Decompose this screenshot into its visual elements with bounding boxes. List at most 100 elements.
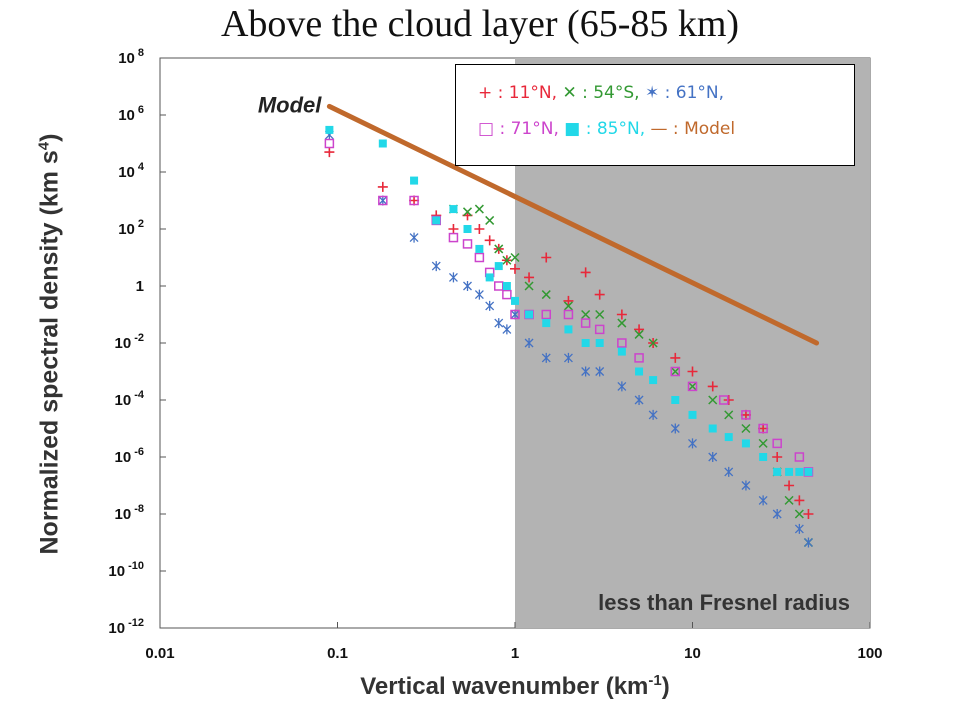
point-square-filled [688, 410, 697, 419]
legend-label-54s: : 54°S, [576, 83, 640, 103]
y-tick-label: 10 8 [118, 47, 144, 67]
point-x [758, 438, 768, 448]
point-asterisk [494, 318, 504, 329]
point-asterisk [688, 438, 697, 449]
point-plus [448, 224, 459, 234]
point-square-open [448, 232, 459, 243]
point-asterisk [463, 281, 472, 291]
point-asterisk [581, 366, 591, 377]
point-square-filled [708, 424, 717, 433]
point-square-filled [724, 433, 733, 442]
point-plus [580, 267, 591, 278]
point-square-open [510, 309, 520, 320]
legend-label-71n: : 71°N, [494, 119, 559, 139]
point-asterisk [474, 289, 484, 300]
point-x [502, 255, 512, 265]
point-x [563, 301, 573, 311]
point-asterisk [431, 261, 441, 272]
point-asterisk [772, 509, 782, 519]
point-x [724, 410, 734, 420]
point-square-filled [494, 262, 503, 271]
point-square-open [409, 195, 419, 206]
point-square-open [687, 381, 698, 392]
point-plus [723, 395, 734, 405]
legend-label-11n: : 11°N, [492, 83, 558, 103]
point-square-open [324, 138, 335, 149]
point-plus [563, 295, 574, 306]
point-x [708, 395, 718, 405]
point-square-filled [463, 225, 472, 233]
point-x [634, 329, 644, 339]
point-x [687, 381, 698, 391]
point-asterisk [409, 232, 419, 243]
point-square-open [794, 452, 805, 462]
point-plus [687, 366, 698, 377]
point-x [462, 207, 473, 217]
point-asterisk [794, 523, 804, 534]
point-plus [510, 263, 520, 274]
point-square-filled [564, 325, 573, 334]
point-square-open [741, 410, 751, 420]
point-plus [803, 509, 814, 519]
point-square-filled [785, 467, 794, 476]
legend-marker-plus: + [478, 83, 493, 103]
chart-title: Above the cloud layer (65-85 km) [220, 3, 740, 45]
point-asterisk [741, 480, 751, 491]
point-square-filled [671, 396, 680, 404]
point-asterisk [563, 352, 573, 363]
point-asterisk [595, 366, 605, 377]
point-square-open [541, 309, 552, 320]
x-tick-label: 0.1 [327, 645, 348, 662]
point-square-open [772, 438, 782, 449]
point-plus [324, 147, 335, 158]
point-square-filled [795, 467, 804, 476]
point-square-filled [502, 282, 511, 290]
point-x [794, 509, 804, 519]
point-square-open [617, 338, 627, 348]
y-axis-label: Normalized spectral density (km s4) [35, 133, 64, 555]
point-x [581, 309, 591, 320]
point-square-open [594, 324, 605, 335]
legend-marker-line: — [650, 119, 668, 139]
legend-marker-asterisk: ✶ [644, 83, 660, 103]
point-plus [784, 480, 795, 491]
y-tick-label: 10 -4 [115, 389, 145, 409]
point-plus [377, 181, 388, 192]
point-plus [707, 381, 718, 392]
y-tick-label: 10 4 [118, 161, 145, 181]
point-asterisk [708, 452, 718, 462]
point-square-open [634, 353, 644, 363]
point-asterisk [502, 324, 512, 335]
point-asterisk [648, 409, 658, 420]
legend-label-model: : Model [667, 119, 736, 139]
point-x [741, 423, 751, 434]
y-tick-label: 10 -8 [115, 503, 144, 523]
x-tick-label: 10 [684, 645, 701, 662]
point-square-filled [617, 347, 626, 356]
point-asterisk [524, 338, 534, 348]
point-plus [484, 235, 495, 246]
point-square-open [494, 281, 504, 291]
point-square-filled [649, 376, 658, 385]
point-asterisk [670, 423, 680, 434]
point-plus [541, 252, 552, 263]
point-square-filled [741, 439, 750, 448]
point-x [670, 366, 680, 377]
point-asterisk [485, 300, 495, 311]
point-plus [772, 452, 783, 462]
y-tick-label: 10 -10 [108, 560, 144, 580]
point-square-open [474, 252, 485, 263]
point-square-filled [581, 339, 590, 347]
point-x [494, 244, 504, 254]
y-tick-label: 10 2 [118, 218, 144, 238]
point-square-open [580, 318, 591, 328]
point-x [474, 204, 484, 214]
point-square-filled [635, 367, 644, 376]
point-square-filled [511, 296, 519, 305]
point-x [784, 495, 794, 505]
point-plus [524, 272, 535, 283]
point-square-filled [325, 125, 334, 134]
point-x [510, 252, 520, 263]
x-tick-label: 1 [511, 645, 519, 662]
point-x [524, 281, 534, 291]
